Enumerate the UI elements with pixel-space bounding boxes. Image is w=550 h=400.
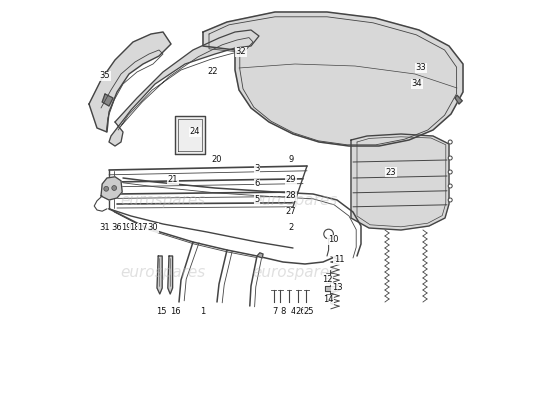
Polygon shape	[325, 286, 334, 291]
Polygon shape	[203, 12, 463, 146]
Text: 32: 32	[236, 48, 246, 56]
Text: eurospares: eurospares	[252, 192, 338, 208]
Text: eurospares: eurospares	[120, 264, 206, 280]
Text: 1: 1	[200, 308, 206, 316]
Text: 15: 15	[156, 308, 166, 316]
Circle shape	[448, 140, 452, 144]
Text: 17: 17	[137, 224, 147, 232]
Text: 18: 18	[129, 224, 140, 232]
Circle shape	[448, 198, 452, 202]
Text: 36: 36	[112, 224, 122, 232]
Circle shape	[448, 170, 452, 174]
Text: 20: 20	[212, 156, 222, 164]
Polygon shape	[455, 95, 462, 104]
Polygon shape	[89, 32, 171, 132]
Circle shape	[104, 186, 108, 191]
Text: 4: 4	[290, 308, 296, 316]
Text: 34: 34	[412, 80, 422, 88]
Text: 35: 35	[100, 72, 111, 80]
Polygon shape	[101, 177, 122, 200]
Text: 27: 27	[285, 208, 296, 216]
Text: 30: 30	[148, 224, 158, 232]
Text: 29: 29	[286, 176, 296, 184]
Text: 25: 25	[304, 308, 314, 316]
Polygon shape	[175, 116, 205, 154]
Polygon shape	[168, 256, 173, 294]
Text: 26: 26	[296, 308, 306, 316]
Text: 19: 19	[121, 224, 131, 232]
Text: 33: 33	[416, 64, 426, 72]
Text: 11: 11	[334, 256, 344, 264]
Text: 31: 31	[100, 224, 111, 232]
Circle shape	[448, 156, 452, 160]
Text: 24: 24	[190, 128, 200, 136]
Text: 14: 14	[323, 296, 333, 304]
Text: 2: 2	[288, 224, 294, 232]
Text: 5: 5	[254, 196, 260, 204]
Text: 16: 16	[170, 308, 180, 316]
Text: 7: 7	[272, 308, 278, 316]
Polygon shape	[102, 94, 113, 106]
Text: 12: 12	[322, 276, 332, 284]
Polygon shape	[109, 30, 259, 146]
Text: 10: 10	[328, 236, 338, 244]
Text: 22: 22	[208, 68, 218, 76]
Text: 6: 6	[254, 180, 260, 188]
Text: 13: 13	[332, 284, 342, 292]
Text: 23: 23	[386, 168, 397, 176]
Polygon shape	[351, 134, 449, 230]
Polygon shape	[257, 253, 263, 258]
Text: 3: 3	[254, 164, 260, 172]
Text: 28: 28	[285, 192, 296, 200]
Text: eurospares: eurospares	[252, 264, 338, 280]
Circle shape	[112, 186, 117, 190]
Text: 8: 8	[280, 308, 285, 316]
Circle shape	[448, 184, 452, 188]
Text: 9: 9	[288, 156, 294, 164]
Text: eurospares: eurospares	[120, 192, 206, 208]
Polygon shape	[157, 256, 162, 294]
Text: 21: 21	[168, 176, 178, 184]
